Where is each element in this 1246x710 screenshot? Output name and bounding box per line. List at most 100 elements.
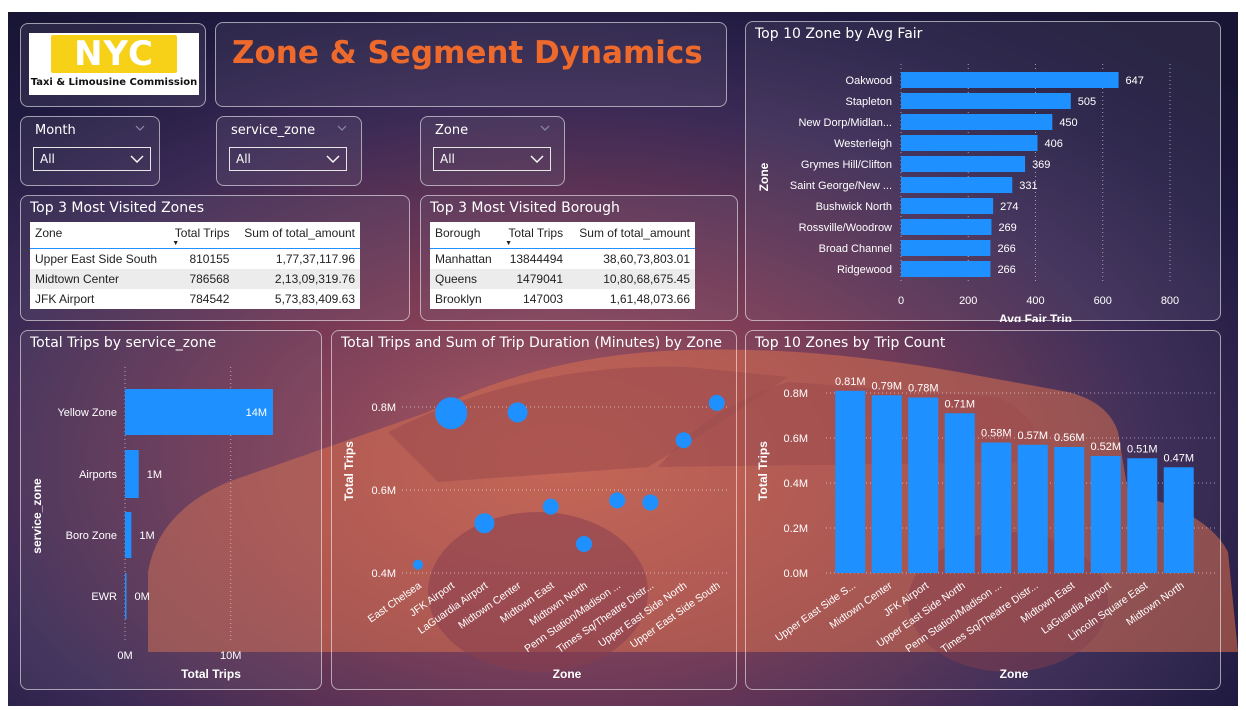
x-tick-label: 400 (1026, 295, 1044, 307)
data-label: 0.78M (908, 383, 939, 395)
x-tick-label: Midtown Center (827, 579, 895, 631)
chart-title: Total Trips and Sum of Trip Duration (Mi… (341, 335, 722, 351)
table-cell: Midtown Center (30, 269, 168, 289)
y-tick-label: Boro Zone (66, 530, 117, 542)
bubble (507, 402, 528, 423)
top-zones-table: Zone Total Trips ▼ Sum of total_amount Up… (30, 222, 360, 309)
slicer-label: service_zone (231, 123, 316, 138)
slicer-label: Zone (435, 123, 469, 138)
column-header[interactable]: Total Trips ▼ (500, 222, 569, 249)
bubble (708, 394, 725, 411)
page-title: Zone & Segment Dynamics (232, 35, 703, 71)
bar (1127, 458, 1158, 573)
bar (1163, 467, 1194, 573)
chevron-down-icon[interactable] (540, 123, 550, 133)
bar (1054, 447, 1085, 573)
zone-dropdown[interactable]: All (433, 147, 551, 171)
bubble (413, 559, 423, 570)
column-header[interactable]: Borough (430, 222, 501, 249)
table-cell: Queens (430, 269, 501, 289)
bar (125, 389, 273, 435)
x-tick-label: 0M (117, 650, 132, 662)
bubble (474, 513, 495, 534)
data-label: 0.57M (1017, 430, 1048, 442)
dropdown-arrow-icon[interactable] (326, 154, 340, 164)
table-cell: Brooklyn (435, 292, 482, 306)
data-label: 274 (1000, 201, 1018, 213)
bubble (675, 432, 692, 449)
title-card: Zone & Segment Dynamics (215, 22, 727, 107)
y-tick-label: Broad Channel (819, 243, 892, 255)
bar (901, 114, 1053, 130)
table-cell: 1,77,37,117.96 (275, 252, 355, 266)
card-title: Top 3 Most Visited Borough (430, 200, 620, 216)
nyc-tlc-logo: NYC Taxi & Limousine Commission (29, 33, 199, 95)
column-header[interactable]: Sum of total_amount (234, 222, 360, 249)
bar (901, 240, 991, 256)
data-label: 0.58M (981, 428, 1012, 440)
y-tick-label: 0.8M (784, 388, 808, 400)
chart-title: Total Trips by service_zone (30, 335, 217, 351)
bar (901, 219, 992, 235)
y-tick-label: Ridgewood (837, 264, 892, 276)
x-tick-label: 10M (220, 650, 241, 662)
table-cell: 147003 (523, 292, 564, 306)
bar (901, 93, 1071, 109)
table-cell: JFK Airport (35, 292, 95, 306)
y-tick-label: Yellow Zone (57, 407, 117, 419)
data-label: 0.81M (835, 376, 866, 388)
slicer-service-zone[interactable]: service_zone All (216, 116, 362, 186)
data-label: 369 (1032, 159, 1050, 171)
table-row[interactable]: Upper East Side South 810155 1,77,37,117… (30, 249, 360, 270)
dropdown-arrow-icon[interactable] (130, 154, 144, 164)
header-label: Total Trips (508, 226, 564, 240)
table-row[interactable]: Brooklyn 147003 1,61,48,073.66 (430, 289, 695, 309)
bar (901, 198, 994, 214)
dashboard-canvas: NYC Taxi & Limousine Commission Zone & S… (8, 12, 1238, 706)
table-row[interactable]: Queens 1479041 10,80,68,675.45 (430, 269, 695, 289)
table-row[interactable]: JFK Airport 784542 5,73,83,409.63 (30, 289, 360, 309)
trip-count-card: Top 10 Zones by Trip Count 0.0M 0.2M 0.4M 0… (745, 330, 1221, 690)
column-header[interactable]: Zone (30, 222, 168, 249)
data-label: 0.56M (1054, 432, 1085, 444)
sort-descending-icon[interactable]: ▼ (505, 240, 513, 247)
bubble (542, 498, 559, 515)
y-axis-label: Total Trips (342, 441, 356, 501)
dropdown-arrow-icon[interactable] (530, 154, 544, 164)
bar (908, 397, 939, 573)
bar (901, 156, 1026, 172)
slicer-zone[interactable]: Zone All (420, 116, 565, 186)
y-tick-label: Airports (79, 469, 117, 481)
y-tick-label: Grymes Hill/Clifton (801, 159, 892, 171)
column-header[interactable]: Total Trips ▼ (167, 222, 235, 249)
table-cell: Manhattan (435, 252, 492, 266)
bar (125, 512, 132, 558)
chevron-down-icon[interactable] (135, 123, 145, 133)
logo-card: NYC Taxi & Limousine Commission (20, 23, 206, 107)
service-zone-dropdown[interactable]: All (229, 147, 347, 171)
bar (835, 390, 866, 573)
top-zones-card: Top 3 Most Visited Zones Zone Total Trip… (20, 195, 410, 321)
logo-subtitle: Taxi & Limousine Commission (30, 77, 198, 88)
data-label: 0.71M (944, 398, 975, 410)
y-tick-label: Bushwick North (816, 201, 892, 213)
sort-descending-icon[interactable]: ▼ (172, 240, 180, 247)
data-label: 0.52M (1090, 441, 1121, 453)
y-tick-label: 0.0M (784, 568, 808, 580)
month-dropdown[interactable]: All (33, 147, 151, 171)
data-label: 269 (998, 222, 1016, 234)
top-borough-table: Borough Total Trips ▼ Sum of total_amount… (430, 222, 695, 309)
slicer-month[interactable]: Month All (20, 116, 160, 186)
table-cell: 784542 (189, 292, 230, 306)
y-axis-label: Zone (757, 162, 771, 191)
table-cell: Upper East Side South (35, 252, 158, 266)
column-header[interactable]: Sum of total_amount (568, 222, 695, 249)
y-axis-label: Total Trips (756, 441, 770, 501)
table-row[interactable]: Midtown Center 786568 2,13,09,319.76 (30, 269, 360, 289)
table-cell: 786568 (167, 269, 235, 289)
y-tick-label: 0.4M (372, 568, 396, 580)
chevron-down-icon[interactable] (337, 123, 347, 133)
y-tick-label: Rossville/Woodrow (799, 222, 892, 234)
table-row[interactable]: Manhattan 13844494 38,60,73,803.01 (430, 249, 695, 270)
